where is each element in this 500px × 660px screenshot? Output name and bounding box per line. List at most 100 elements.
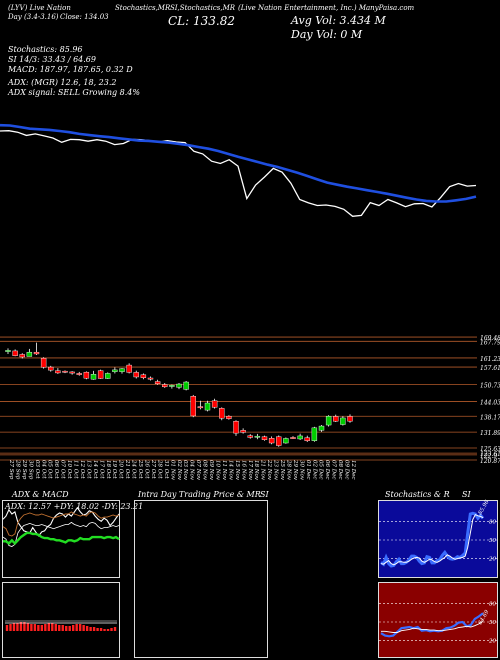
date-label: 12 Oct — [79, 460, 85, 479]
moving-average-chart — [0, 123, 477, 217]
macd-bar — [5, 625, 9, 631]
date-label: 23 Nov — [273, 459, 279, 481]
date-label: 24 Oct — [131, 459, 137, 479]
stoch-level-label: 80 — [489, 519, 496, 525]
date-label: 21 Nov — [260, 459, 266, 481]
date-label: 02 Dec — [311, 460, 317, 480]
date-label: 12 Dec — [350, 460, 356, 480]
macd-bar — [82, 625, 85, 631]
adx-readout: ADX: (MGR) 12.6, 18, 23.2 — [8, 78, 117, 87]
date-label: 18 Oct — [105, 460, 111, 479]
avg-volume: Avg Vol: 3.434 M — [291, 14, 386, 27]
adx-line-main — [3, 531, 120, 546]
adx-line-minus — [2, 521, 120, 547]
stochastics-panel: 20 50 80 85.96 — [378, 499, 498, 578]
day-volume: Day Vol: 0 M — [291, 28, 363, 41]
candle-body — [333, 416, 339, 422]
price-line — [0, 130, 477, 217]
candle-body — [190, 396, 196, 417]
candle-body — [226, 415, 232, 419]
candle-body — [283, 438, 289, 444]
date-label: 28 Sep — [15, 459, 21, 480]
date-label: 01 Dec — [305, 460, 311, 480]
macd-bar — [89, 627, 92, 631]
date-label: 07 Dec — [331, 460, 337, 480]
macd-bar — [54, 624, 57, 631]
date-label: 02 Nov — [176, 460, 182, 481]
date-label: 01 Nov — [169, 460, 175, 481]
candle-body — [247, 435, 253, 438]
date-label: 04 Oct — [40, 460, 46, 479]
date-label: 22 Nov — [266, 459, 272, 481]
macd-bar — [44, 624, 47, 631]
macd-bar — [61, 625, 64, 631]
si-level-label: 20 — [488, 639, 496, 645]
adx-signal: ADX signal: SELL Growing 8.4% — [8, 88, 140, 97]
candle-body — [105, 373, 111, 379]
date-label: 26 Oct — [144, 459, 150, 479]
macd-bar — [26, 623, 30, 631]
date-label: 09 Nov — [208, 460, 214, 481]
macd-bar — [47, 623, 51, 631]
si-readout: SI 14/3: 33.43 / 64.69 — [8, 55, 96, 64]
header-company: (Live Nation Entertainment, Inc.) ManyPa… — [238, 4, 415, 12]
macd-bar — [68, 626, 71, 631]
date-label: 10 Oct — [66, 460, 72, 479]
candle-body — [219, 408, 225, 419]
candle-body — [133, 372, 139, 378]
candle-body — [176, 383, 182, 388]
macd-histogram — [5, 620, 117, 631]
date-label: 10 Nov — [215, 460, 221, 481]
date-label: 06 Oct — [53, 460, 59, 479]
adx-panel-title: ADX & MACD — [12, 490, 69, 499]
date-label: 29 Nov — [292, 459, 298, 481]
date-axis: 27 Sep 28 Sep 29 Sep 30 Sep 03 Oct 04 Oct 05 O… — [8, 459, 356, 481]
si-level-label: 80 — [489, 601, 496, 607]
date-label: 25 Oct — [137, 459, 143, 479]
candle-body — [325, 415, 332, 426]
date-label: 07 Oct — [60, 460, 66, 479]
macd-bar — [92, 627, 96, 631]
macd-bar — [99, 628, 103, 631]
macd-bar — [51, 623, 54, 631]
candle-body — [12, 350, 18, 356]
macd-bar — [96, 628, 99, 631]
date-label: 06 Dec — [324, 460, 330, 480]
candle-body — [83, 371, 90, 379]
candle-body — [140, 374, 147, 378]
macd-bar — [65, 626, 68, 631]
candle-body — [33, 351, 40, 355]
date-label: 25 Nov — [279, 459, 285, 481]
date-label: 19 Oct — [111, 460, 117, 479]
candle-body — [197, 406, 204, 409]
macd-bar — [85, 626, 89, 631]
date-label: 29 Sep — [21, 459, 27, 480]
date-label: 11 Oct — [73, 460, 79, 479]
price-level-label: 161.23 — [480, 356, 500, 363]
candle-body — [97, 370, 104, 379]
candle-body — [183, 381, 189, 390]
date-label: 31 Oct — [163, 460, 169, 479]
header-day-range: Day (3.4-3.16) — [8, 13, 59, 21]
date-label: 21 Oct — [124, 459, 130, 479]
candle-body — [240, 430, 246, 433]
macd-panel — [2, 582, 120, 658]
date-label: 07 Nov — [195, 460, 201, 481]
macd-bar — [37, 625, 40, 631]
si-level-label: 50 — [489, 620, 496, 626]
date-label: 14 Oct — [92, 460, 98, 479]
price-level-label: 120.87 — [480, 458, 500, 465]
candle-body — [154, 381, 161, 385]
candle-body — [318, 425, 325, 431]
candle-body — [19, 354, 25, 358]
candle-body — [347, 416, 353, 422]
price-level-label: 150.73 — [480, 382, 500, 389]
adx-signal-line — [2, 511, 120, 537]
si-line — [380, 612, 484, 638]
candle-body — [204, 402, 211, 411]
candle-body — [62, 370, 68, 373]
date-label: 30 Nov — [298, 460, 304, 481]
candle-body — [254, 435, 261, 438]
